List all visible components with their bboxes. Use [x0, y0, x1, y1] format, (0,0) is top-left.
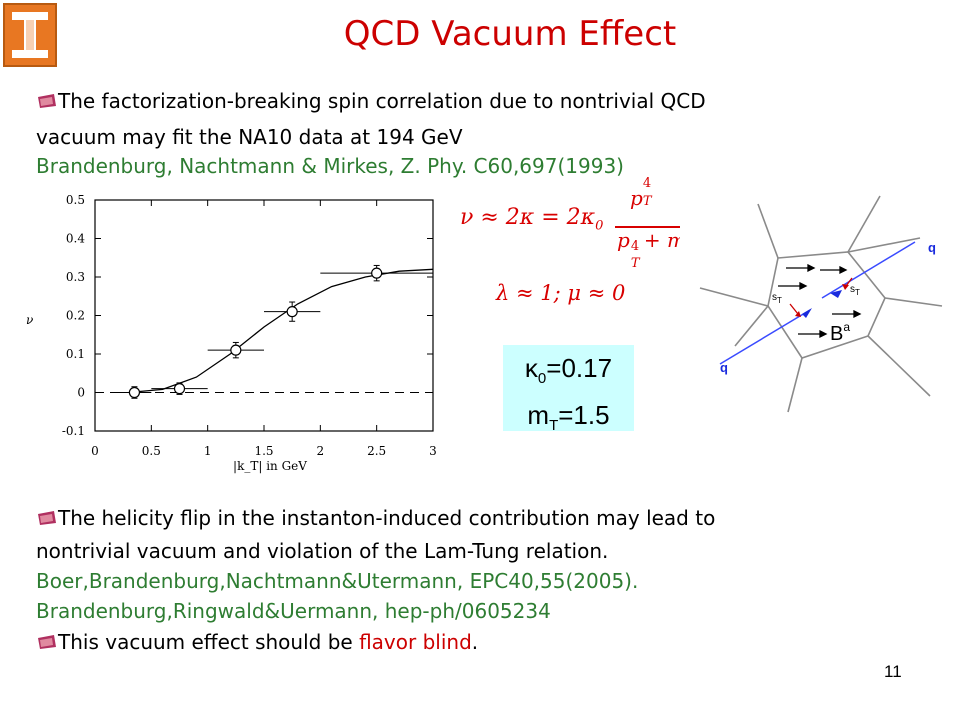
q-top-label: q — [928, 240, 936, 255]
flavor-blind-highlight: flavor blind — [359, 630, 472, 654]
paragraph3: This vacuum effect should be flavor blin… — [58, 630, 479, 654]
x-tick-label: 2.5 — [367, 444, 386, 458]
paragraph2-line2: nontrivial vacuum and violation of the L… — [36, 539, 609, 563]
data-point — [151, 382, 208, 395]
data-point — [207, 341, 264, 359]
y-tick-label: 0.2 — [66, 309, 85, 323]
y-tick-label: 0 — [77, 386, 85, 400]
s-left-label: sT — [772, 292, 782, 305]
data-point — [117, 386, 152, 399]
paragraph2-reference2: Brandenburg,Ringwald&Uermann, hep-ph/060… — [36, 599, 551, 623]
paragraph1-line2: vacuum may fit the NA10 data at 194 GeV — [36, 125, 463, 149]
page-title: QCD Vacuum Effect — [343, 14, 677, 54]
y-tick-label: 0.1 — [66, 347, 85, 361]
fraction-bar — [615, 226, 719, 228]
x-tick-label: 1 — [204, 444, 212, 458]
paragraph1-reference: Brandenburg, Nachtmann & Mirkes, Z. Phy.… — [36, 154, 624, 178]
mt-value: mT=1.5 — [527, 400, 610, 435]
nu-formula: ν ≈ 2κ = 2κ0 — [460, 205, 604, 234]
paragraph1-line1: The factorization-breaking spin correlat… — [58, 89, 706, 113]
y-tick-label: 0.5 — [66, 193, 85, 207]
y-tick-label: -0.1 — [62, 424, 85, 438]
data-marker — [173, 383, 186, 395]
instanton-vacuum-diagram: q q sT sT Ba — [680, 186, 950, 414]
lambda-mu-formula: λ ≈ 1; μ ≈ 0 — [496, 281, 626, 305]
page-number: 11 — [884, 662, 902, 681]
s-right-label: sT — [850, 284, 860, 297]
b-label: Ba — [830, 320, 850, 345]
x-tick-label: 0.5 — [142, 444, 161, 458]
y-axis-label: ν — [26, 313, 33, 327]
x-axis-label: |k_T| in GeV — [233, 459, 307, 473]
bullet-icon — [38, 635, 56, 649]
y-tick-label: 0.4 — [66, 232, 85, 246]
data-marker — [286, 306, 298, 318]
x-tick-label: 3 — [429, 444, 437, 458]
x-tick-label: 2 — [317, 444, 325, 458]
bullet-icon — [38, 94, 56, 108]
data-point — [320, 264, 433, 282]
q-bottom-label: q — [720, 360, 728, 375]
nu-vs-kt-chart: -0.1 0 0.1 0.2 0.3 0.4 0.5 0 0.5 1 1.5 2 2.5 3 ν |k_… — [0, 188, 460, 488]
data-marker — [128, 386, 141, 399]
kappa-value: κ0=0.17 — [524, 353, 613, 388]
parameter-box: κ0=0.17 mT=1.5 — [503, 345, 634, 434]
quark-line-bottom — [719, 309, 811, 365]
data-marker — [230, 344, 242, 356]
bullet-icon — [38, 511, 56, 525]
data-point — [264, 301, 321, 322]
quark-line-top — [821, 241, 916, 299]
nu-lhs: ν ≈ 2κ = 2κ — [460, 205, 596, 230]
x-tick-label: 0 — [91, 444, 99, 458]
y-tick-label: 0.3 — [66, 270, 85, 284]
paragraph2-line1: The helicity flip in the instanton-induc… — [58, 506, 716, 530]
data-marker — [371, 267, 383, 279]
x-tick-label: 1.5 — [254, 444, 273, 458]
university-logo-icon — [3, 3, 57, 67]
paragraph2-reference1: Boer,Brandenburg,Nachtmann&Utermann, EPC… — [36, 569, 639, 593]
